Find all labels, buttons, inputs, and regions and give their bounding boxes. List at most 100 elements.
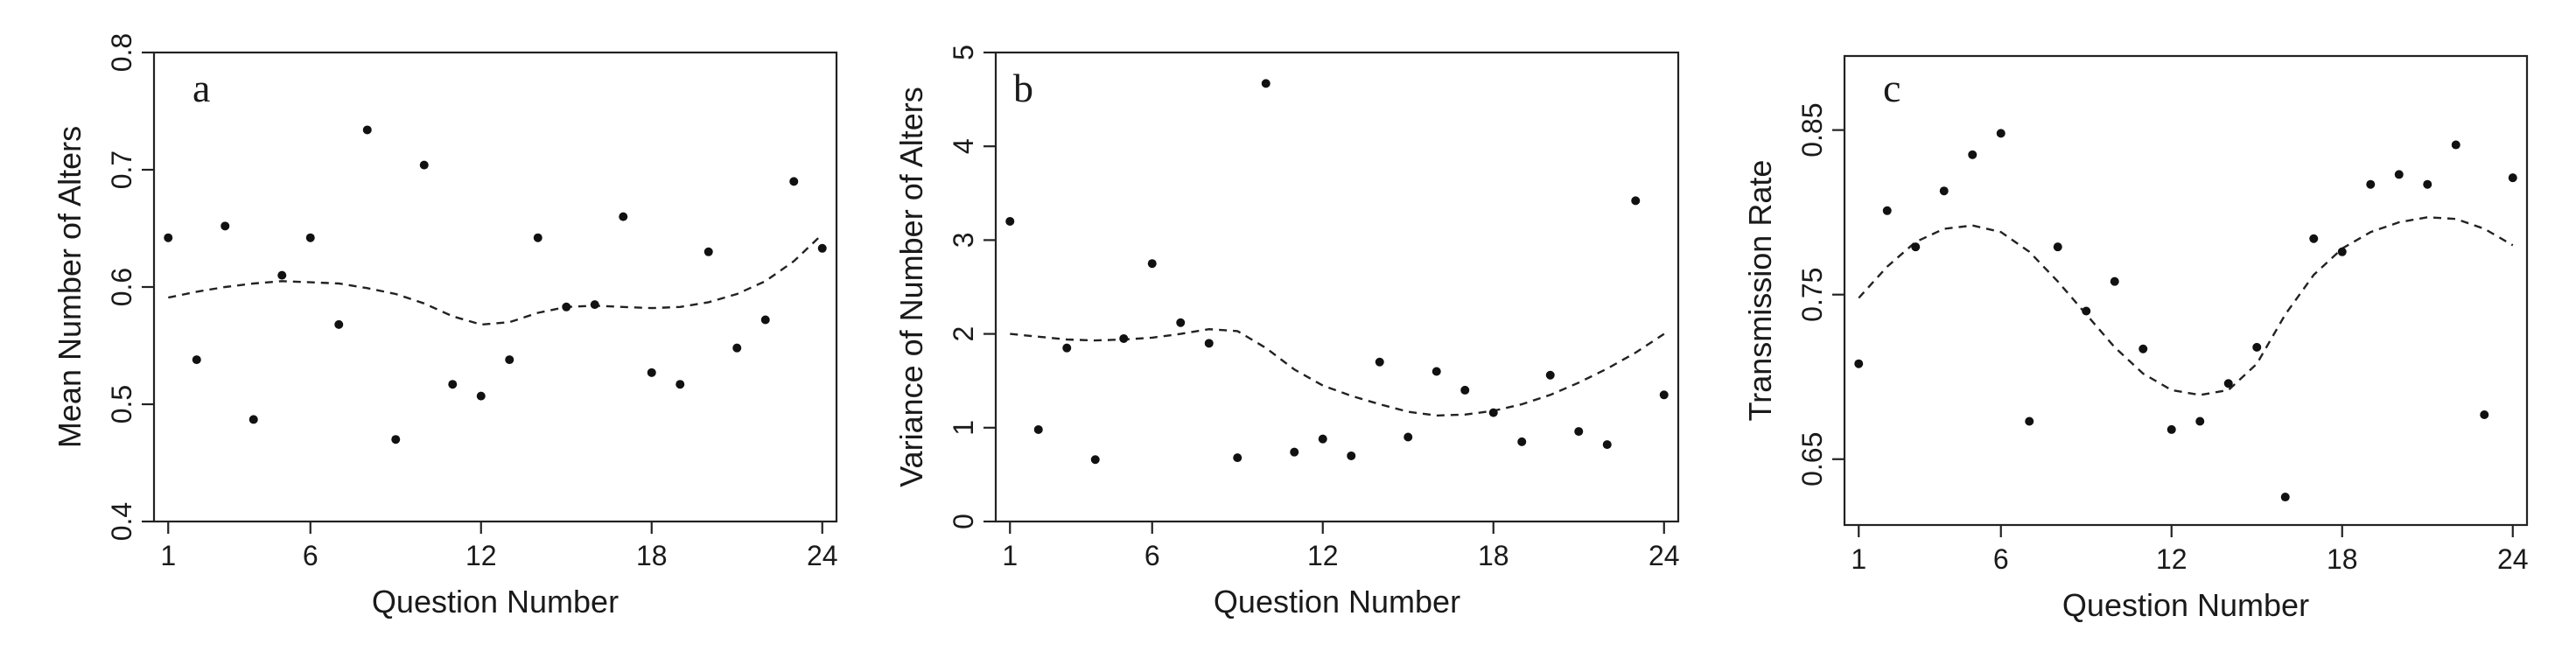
data-point	[1147, 259, 1157, 269]
data-point	[1882, 206, 1892, 215]
y-tick-label: 0.65	[1796, 432, 1828, 486]
data-point	[362, 125, 372, 135]
data-point	[448, 380, 458, 389]
data-point	[1602, 440, 1612, 450]
data-point	[2082, 306, 2091, 316]
y-tick-label: 0.7	[106, 150, 137, 189]
x-tick-label: 18	[1478, 540, 1509, 571]
plot-frame	[1843, 54, 2529, 527]
chart-panel-c: 1 6 12 18 24 0.65 0.75 0.85 Question Number Trans…	[1742, 54, 2529, 623]
data-point	[2223, 379, 2233, 388]
data-point	[704, 247, 713, 256]
data-point	[2195, 416, 2205, 426]
x-tick-label: 1	[1002, 540, 1018, 571]
y-tick-label: 4	[948, 138, 979, 154]
data-point	[1631, 196, 1641, 206]
data-point	[2337, 247, 2347, 256]
data-point	[505, 355, 514, 365]
data-point	[676, 380, 685, 389]
data-point	[277, 270, 287, 280]
panel-label: a	[192, 66, 210, 110]
plot-frame	[994, 51, 1680, 523]
y-axis-label: Transmission Rate	[1742, 160, 1778, 422]
data-point	[2053, 242, 2062, 252]
data-point	[2309, 234, 2319, 243]
data-point	[1517, 437, 1527, 446]
data-point	[760, 315, 770, 325]
data-point	[1432, 367, 1441, 376]
x-axis-label: Question Number	[1214, 584, 1460, 620]
x-tick-label: 18	[2327, 543, 2358, 575]
data-point	[1574, 427, 1584, 437]
data-point	[1261, 79, 1270, 88]
data-point	[2166, 424, 2176, 434]
data-point	[1033, 424, 1043, 434]
data-point	[2394, 170, 2404, 179]
y-axis-label: Mean Number of Alters	[52, 126, 88, 448]
x-tick-label: 12	[1307, 540, 1339, 571]
data-point	[1204, 339, 1214, 348]
data-point	[1375, 357, 1384, 367]
data-point	[1318, 434, 1327, 444]
data-point	[192, 355, 201, 365]
y-tick-label: 1	[948, 420, 979, 436]
data-point	[619, 212, 628, 221]
data-point	[590, 300, 599, 310]
x-tick-label: 6	[1993, 543, 2009, 575]
data-point	[2280, 493, 2290, 502]
x-tick-label: 1	[160, 540, 176, 571]
x-tick-label: 12	[2156, 543, 2188, 575]
x-tick-label: 6	[1144, 540, 1160, 571]
y-tick-label: 0.4	[106, 502, 137, 541]
panel-label: b	[1013, 66, 1033, 110]
data-point	[1090, 455, 1100, 465]
data-point	[1176, 318, 1186, 327]
y-tick-label: 0.8	[106, 33, 137, 72]
data-point	[2366, 179, 2376, 189]
data-point	[1911, 242, 1921, 252]
y-tick-label: 0	[948, 514, 979, 529]
y-tick-label: 2	[948, 326, 979, 342]
x-axis-label: Question Number	[372, 584, 619, 620]
data-point	[1119, 333, 1129, 343]
data-point	[1939, 186, 1949, 196]
x-tick-label: 18	[636, 540, 668, 571]
data-point	[305, 233, 315, 242]
x-tick-label: 6	[303, 540, 318, 571]
data-point	[562, 302, 571, 312]
panel-label: c	[1883, 66, 1900, 110]
y-tick-label: 0.6	[106, 268, 137, 306]
data-point	[732, 343, 742, 353]
data-point	[817, 243, 827, 253]
data-point	[334, 319, 344, 329]
data-point	[1996, 129, 2006, 138]
x-axis-label: Question Number	[2062, 587, 2309, 623]
data-point	[1460, 385, 1470, 395]
data-point	[476, 391, 486, 401]
x-tick-label: 12	[466, 540, 497, 571]
y-tick-label: 5	[948, 45, 979, 60]
data-point	[2480, 410, 2489, 419]
data-point	[1062, 343, 1072, 353]
data-point	[2508, 173, 2517, 183]
data-point	[2423, 179, 2432, 189]
data-point	[2451, 140, 2460, 150]
data-point	[1854, 359, 1864, 368]
data-point	[2252, 342, 2262, 352]
y-tick-label: 0.5	[106, 385, 137, 424]
data-point	[164, 233, 173, 242]
data-point	[1233, 453, 1242, 463]
x-tick-label: 24	[807, 540, 838, 571]
data-point	[2025, 416, 2034, 426]
data-point	[1659, 390, 1669, 400]
x-tick-label: 24	[1648, 540, 1680, 571]
x-tick-label: 1	[1851, 543, 1866, 575]
data-point	[391, 435, 401, 444]
data-point	[1404, 432, 1413, 442]
data-point	[2110, 276, 2119, 286]
data-point	[248, 415, 258, 424]
y-tick-label: 3	[948, 233, 979, 248]
y-axis-label: Variance of Number of Alters	[893, 87, 929, 487]
data-point	[533, 233, 542, 242]
